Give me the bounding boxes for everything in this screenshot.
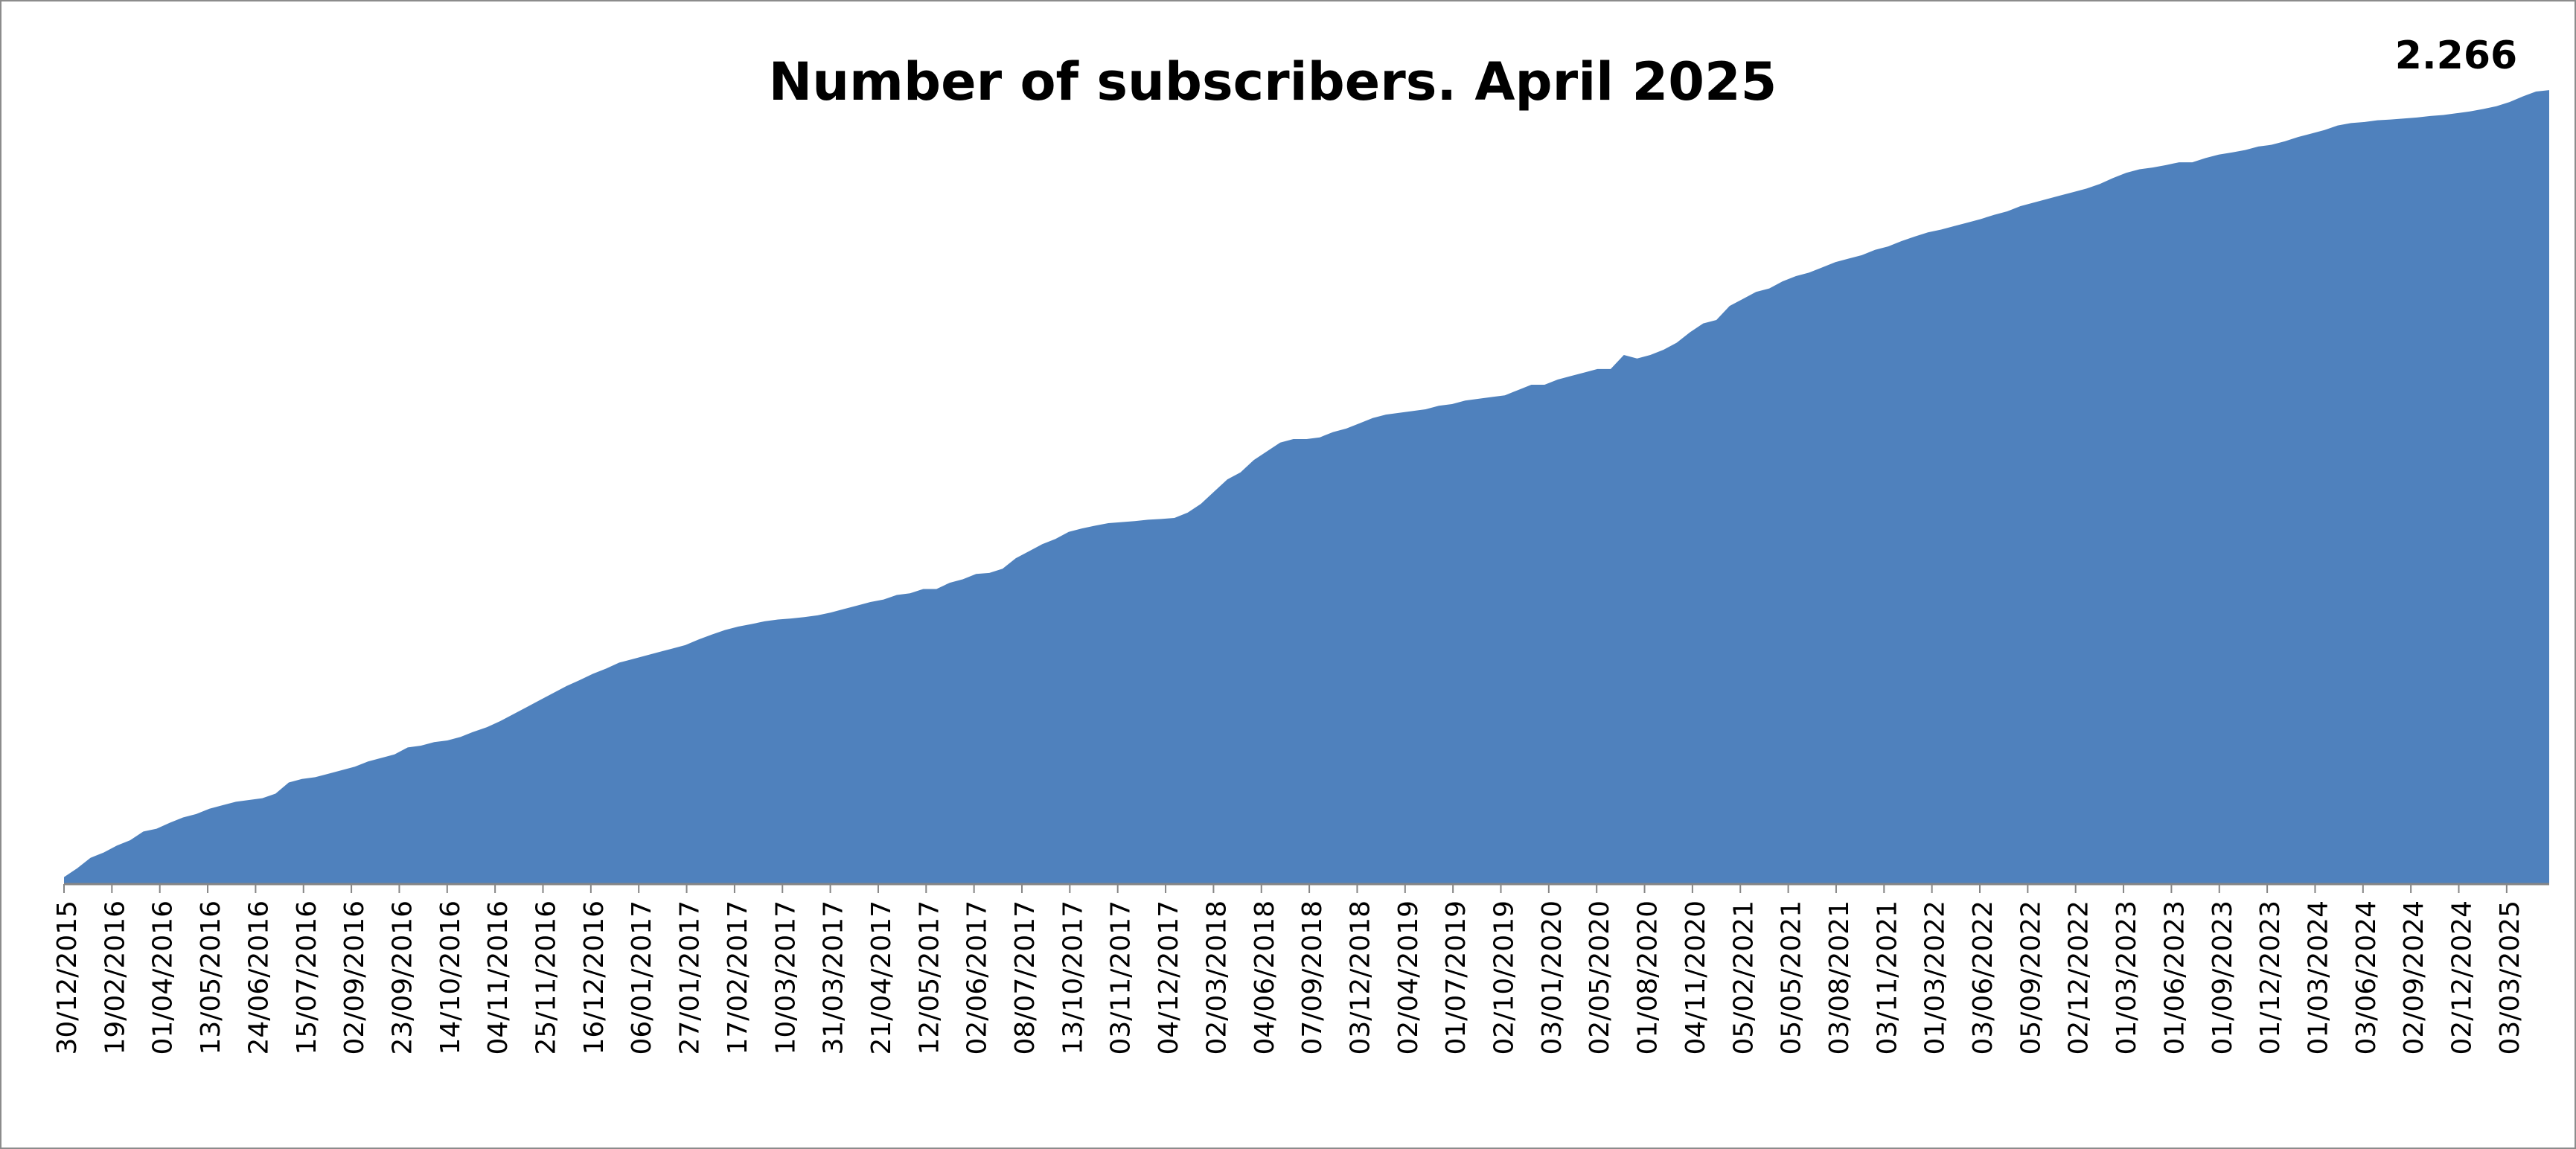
x-tick-label: 01/04/2016: [148, 900, 179, 1055]
x-tick-label: 19/02/2016: [100, 900, 130, 1055]
x-tick-label: 12/05/2017: [914, 900, 945, 1055]
x-tick-label: 13/10/2017: [1058, 900, 1088, 1055]
x-tick-label: 01/03/2024: [2303, 900, 2333, 1055]
x-tick-label: 14/10/2016: [435, 900, 466, 1055]
x-tick-label: 04/11/2020: [1681, 900, 1711, 1055]
x-tick-label: 16/12/2016: [579, 900, 610, 1055]
x-tick-label: 05/02/2021: [1728, 900, 1759, 1055]
x-tick-label: 23/09/2016: [387, 900, 418, 1055]
x-tick-label: 01/03/2022: [1920, 900, 1951, 1055]
x-tick-label: 13/05/2016: [196, 900, 226, 1055]
x-tick-label: 03/08/2021: [1824, 900, 1855, 1055]
x-tick-label: 03/06/2024: [2351, 900, 2382, 1055]
x-tick-label: 30/12/2015: [52, 900, 83, 1055]
x-tick-label: 01/12/2023: [2255, 900, 2286, 1055]
x-tick-label: 24/06/2016: [243, 900, 274, 1055]
x-tick-label: 03/03/2025: [2495, 900, 2525, 1055]
x-tick-label: 02/09/2024: [2399, 900, 2429, 1055]
x-tick-label: 02/12/2024: [2447, 900, 2478, 1055]
x-tick-label: 03/06/2022: [1968, 900, 1998, 1055]
x-tick-label: 01/03/2023: [2112, 900, 2142, 1055]
x-tick-label: 02/09/2016: [339, 900, 370, 1055]
x-tick-label: 17/02/2017: [723, 900, 753, 1055]
x-tick-label: 31/03/2017: [819, 900, 849, 1055]
x-tick-label: 25/11/2016: [531, 900, 562, 1055]
x-tick-label: 03/11/2021: [1872, 900, 1902, 1055]
x-tick-label: 02/06/2017: [962, 900, 993, 1055]
x-tick-label: 27/01/2017: [675, 900, 706, 1055]
x-tick-label: 05/05/2021: [1777, 900, 1807, 1055]
last-value-label: 2.266: [2395, 33, 2517, 78]
x-tick-label: 02/05/2020: [1585, 900, 1615, 1055]
x-tick-label: 03/11/2017: [1106, 900, 1137, 1055]
x-tick-label: 03/12/2018: [1345, 900, 1375, 1055]
x-axis-ticks: [63, 884, 2508, 893]
x-tick-label: 04/06/2018: [1250, 900, 1280, 1055]
x-tick-label: 04/12/2017: [1154, 900, 1184, 1055]
x-tick-label: 06/01/2017: [627, 900, 657, 1055]
x-tick-label: 02/10/2019: [1489, 900, 1520, 1055]
chart-title: Number of subscribers. April 2025: [769, 51, 1777, 112]
x-tick-label: 02/03/2018: [1201, 900, 1232, 1055]
x-tick-label: 15/07/2016: [292, 900, 322, 1055]
x-axis-tick-labels: 30/12/2015 19/02/2016 01/04/2016 13/05/2016…: [52, 900, 2525, 1055]
x-tick-label: 02/04/2019: [1393, 900, 1424, 1055]
x-tick-label: 08/07/2017: [1010, 900, 1041, 1055]
x-tick-label: 01/09/2023: [2208, 900, 2238, 1055]
x-tick-label: 01/06/2023: [2159, 900, 2190, 1055]
x-tick-label: 01/07/2019: [1441, 900, 1471, 1055]
x-tick-label: 04/11/2016: [483, 900, 514, 1055]
x-tick-label: 02/12/2022: [2064, 900, 2094, 1055]
x-tick-label: 03/01/2020: [1537, 900, 1567, 1055]
x-tick-label: 21/04/2017: [866, 900, 897, 1055]
x-tick-label: 07/09/2018: [1297, 900, 1328, 1055]
x-tick-label: 01/08/2020: [1633, 900, 1663, 1055]
x-tick-label: 05/09/2022: [2016, 900, 2046, 1055]
x-tick-label: 10/03/2017: [770, 900, 801, 1055]
subscribers-area: [64, 90, 2549, 885]
